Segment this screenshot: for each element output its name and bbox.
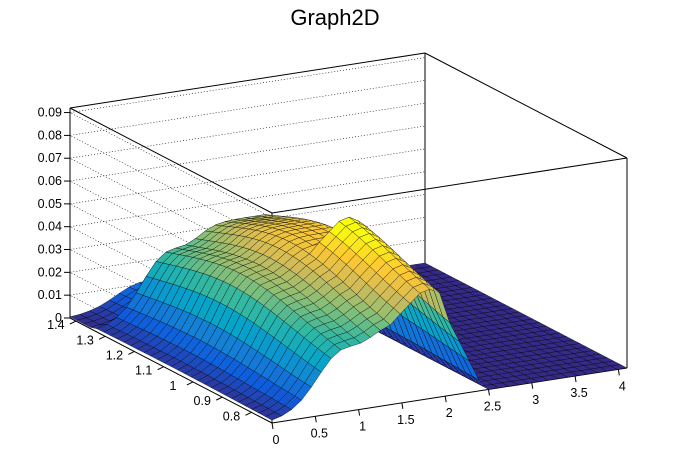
x-tick-label: 3.5 <box>570 386 587 400</box>
z-tick-label: 0 <box>55 311 62 325</box>
y-tick-label: 1.2 <box>106 348 123 362</box>
y-axis-ticks: 0.8 0.9 1 1.1 1.2 1.3 1.4 <box>47 318 252 423</box>
surface-mesh <box>69 214 628 421</box>
z-tick-label: 0.06 <box>38 174 62 188</box>
x-tick-mark <box>444 396 447 403</box>
box-edge-left-top <box>69 107 273 214</box>
x-tick-mark <box>574 375 577 383</box>
x-tick-label: 3 <box>532 393 539 407</box>
x-tick-label: 1 <box>359 420 366 434</box>
z-gridline <box>69 102 426 264</box>
x-tick-mark <box>271 422 274 430</box>
box-edge-back-top <box>69 52 426 109</box>
y-tick-mark <box>186 381 194 386</box>
x-tick-mark <box>617 369 620 376</box>
x-tick-label: 1.5 <box>397 413 414 427</box>
x-tick-label: 4 <box>619 379 626 393</box>
x-tick-mark <box>401 402 404 409</box>
x-tick-mark <box>358 409 361 416</box>
y-tick-label: 0.8 <box>223 409 240 423</box>
z-tick-label: 0.05 <box>38 197 62 211</box>
y-tick-label: 1 <box>169 379 176 393</box>
z-gridline <box>69 80 426 241</box>
y-tick-label: 1.1 <box>135 364 152 378</box>
z-tick-label: 0.08 <box>38 128 62 142</box>
z-tick-label: 0.01 <box>38 288 62 302</box>
x-tick-label: 0 <box>273 433 280 447</box>
x-tick-mark <box>531 382 534 389</box>
z-tick-label: 0.07 <box>38 151 62 165</box>
z-tick-label: 0.09 <box>38 106 62 120</box>
z-tick-label: 0.04 <box>38 220 62 234</box>
z-gridline <box>69 57 426 218</box>
x-tick-mark <box>487 389 490 396</box>
y-tick-mark <box>128 351 135 355</box>
x-axis-ticks: 0 0.5 1 1.5 2 2.5 3 3.5 4 <box>271 369 626 447</box>
y-axis-line <box>69 317 273 424</box>
y-tick-mark <box>69 320 77 325</box>
y-tick-mark <box>157 366 164 371</box>
y-tick-label: 1.3 <box>76 333 93 347</box>
x-tick-label: 0.5 <box>311 426 328 440</box>
box-edge-right-top <box>424 52 628 159</box>
box-edge-front-top <box>271 157 628 214</box>
y-tick-mark <box>98 335 106 340</box>
x-tick-mark <box>314 416 317 423</box>
z-tick-label: 0.03 <box>38 243 62 257</box>
y-tick-label: 1.4 <box>47 318 64 332</box>
z-axis-ticks: 0 0.01 0.02 0.03 0.04 0.05 0.06 0.07 0.08 0.09 <box>38 106 70 325</box>
surface-cell <box>609 364 628 370</box>
chart-title: Graph2D <box>290 5 379 30</box>
x-tick-label: 2 <box>446 406 453 420</box>
y-tick-mark <box>216 396 223 401</box>
x-tick-label: 2.5 <box>484 399 501 413</box>
z-tick-label: 0.02 <box>38 265 62 279</box>
y-tick-label: 0.9 <box>194 394 211 408</box>
y-tick-mark <box>245 411 252 416</box>
